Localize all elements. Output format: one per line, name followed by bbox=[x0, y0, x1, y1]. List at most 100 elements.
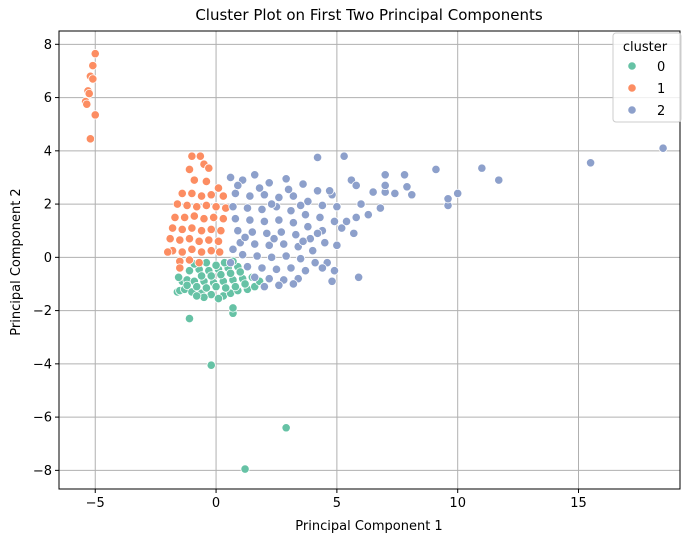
x-tick-label: 15 bbox=[570, 496, 587, 511]
y-tick-label: 8 bbox=[44, 38, 52, 53]
chart-title: Cluster Plot on First Two Principal Comp… bbox=[195, 6, 542, 24]
data-point bbox=[315, 212, 325, 222]
data-point bbox=[288, 191, 298, 201]
data-point bbox=[320, 238, 330, 248]
data-point bbox=[228, 244, 238, 254]
data-point bbox=[213, 294, 224, 304]
legend-label: 2 bbox=[657, 104, 665, 119]
data-point bbox=[194, 258, 204, 268]
data-points bbox=[80, 49, 668, 474]
data-point bbox=[453, 188, 463, 199]
data-point bbox=[298, 236, 308, 246]
legend-entries: 0 1 2 bbox=[627, 60, 665, 119]
data-point bbox=[221, 283, 231, 293]
data-point bbox=[274, 215, 284, 225]
data-point bbox=[228, 202, 238, 212]
data-point bbox=[269, 234, 279, 244]
data-point bbox=[286, 206, 296, 216]
data-point bbox=[329, 266, 340, 276]
legend-title: cluster bbox=[623, 40, 668, 55]
data-point bbox=[189, 175, 199, 185]
data-point bbox=[317, 200, 327, 211]
legend: cluster 0 1 2 bbox=[612, 32, 682, 123]
data-point bbox=[242, 262, 253, 272]
x-axis-label: Principal Component 1 bbox=[295, 519, 442, 534]
data-point bbox=[204, 163, 214, 173]
data-point bbox=[390, 188, 400, 199]
data-point bbox=[211, 260, 221, 270]
x-tick-label: −5 bbox=[86, 496, 105, 511]
data-point bbox=[325, 186, 335, 196]
data-point bbox=[259, 216, 269, 226]
data-point bbox=[218, 191, 228, 201]
data-point bbox=[327, 276, 337, 286]
data-point bbox=[211, 202, 221, 212]
data-point bbox=[216, 226, 226, 236]
y-tick-label: 0 bbox=[44, 251, 52, 266]
data-point bbox=[206, 224, 216, 234]
data-point bbox=[225, 258, 236, 268]
data-point bbox=[235, 267, 245, 277]
data-point bbox=[230, 214, 240, 224]
data-point bbox=[201, 200, 211, 211]
data-point bbox=[180, 212, 190, 222]
data-point bbox=[172, 199, 183, 209]
data-point bbox=[250, 239, 260, 249]
data-point bbox=[267, 199, 277, 209]
data-point bbox=[274, 280, 284, 290]
data-point bbox=[264, 240, 274, 250]
data-point bbox=[206, 246, 216, 256]
data-point bbox=[310, 258, 320, 268]
data-point bbox=[356, 199, 366, 209]
data-point bbox=[233, 180, 243, 191]
data-point bbox=[257, 263, 267, 273]
data-point bbox=[329, 216, 340, 226]
data-point bbox=[218, 214, 228, 224]
data-point bbox=[250, 272, 260, 282]
data-point bbox=[216, 270, 226, 280]
data-point bbox=[339, 151, 349, 161]
legend-marker bbox=[627, 105, 637, 115]
data-point bbox=[90, 110, 100, 120]
data-point bbox=[230, 188, 240, 199]
data-point bbox=[431, 164, 441, 175]
data-point bbox=[332, 202, 342, 212]
data-point bbox=[170, 212, 180, 222]
data-point bbox=[300, 266, 311, 276]
data-point bbox=[233, 226, 243, 236]
data-point bbox=[281, 251, 291, 261]
data-point bbox=[240, 464, 250, 474]
data-point bbox=[349, 228, 359, 238]
axis-ticks: −5 0 5 10 15 −8 −6 −4 −2 0 2 4 6 8 bbox=[33, 38, 587, 511]
data-point bbox=[288, 279, 298, 289]
data-point bbox=[177, 224, 187, 234]
data-point bbox=[337, 223, 347, 233]
data-point bbox=[312, 228, 323, 238]
data-point bbox=[332, 240, 342, 250]
data-point bbox=[254, 183, 265, 193]
data-point bbox=[375, 203, 385, 213]
data-point bbox=[175, 235, 185, 245]
data-point bbox=[88, 74, 98, 84]
x-tick-label: 0 bbox=[212, 496, 220, 511]
data-point bbox=[240, 279, 250, 289]
data-point bbox=[165, 234, 175, 244]
data-point bbox=[225, 172, 236, 183]
data-point bbox=[298, 179, 308, 189]
data-point bbox=[267, 252, 277, 262]
legend-label: 0 bbox=[657, 60, 665, 75]
data-point bbox=[264, 178, 274, 188]
data-point bbox=[163, 247, 173, 257]
y-tick-label: −6 bbox=[33, 411, 52, 426]
data-point bbox=[402, 182, 412, 192]
data-point bbox=[585, 158, 596, 168]
data-point bbox=[82, 99, 92, 109]
data-point bbox=[308, 246, 318, 256]
data-point bbox=[341, 216, 352, 226]
data-point bbox=[317, 263, 327, 273]
data-point bbox=[196, 271, 207, 281]
plot-frame bbox=[58, 30, 681, 490]
data-point bbox=[187, 188, 197, 199]
data-point bbox=[209, 212, 219, 222]
data-point bbox=[184, 164, 195, 175]
